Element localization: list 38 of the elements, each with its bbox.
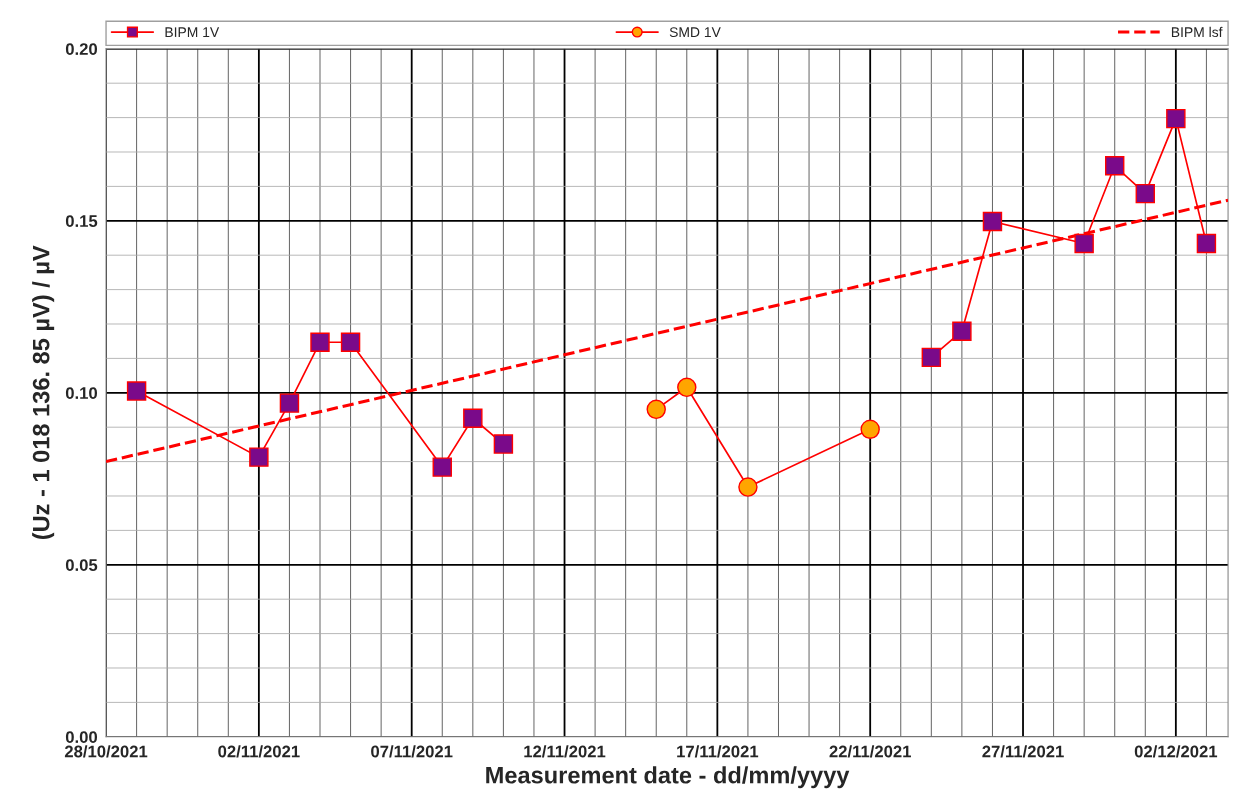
point [1196, 233, 1217, 254]
x-tick-label: 02/11/2021 [218, 745, 300, 758]
y-tick-label: 0.15 [65, 215, 98, 227]
x-tick-label: 12/11/2021 [524, 745, 606, 758]
y-tick-label: 0.00 [65, 731, 98, 743]
point [1104, 156, 1125, 176]
x-tick-label: 17/11/2021 [677, 745, 759, 758]
legend-label: BIPM lsf [1171, 26, 1223, 38]
point [249, 447, 269, 467]
y-tick-label: 0.20 [65, 43, 98, 55]
x-tick-label: 22/11/2021 [829, 745, 911, 758]
point [677, 377, 697, 398]
point [738, 477, 758, 497]
point [860, 419, 880, 439]
point [432, 457, 452, 477]
x-axis-title: Measurement date - dd/mm/yyyy [486, 766, 850, 789]
x-tick-label: 07/11/2021 [371, 745, 453, 758]
x-tick-label: 02/12/2021 [1134, 745, 1218, 758]
point [340, 332, 361, 352]
point [921, 347, 942, 368]
point [1135, 183, 1156, 204]
point [646, 399, 666, 420]
point [126, 381, 147, 401]
point [1166, 108, 1186, 129]
point [463, 408, 483, 428]
x-tick-label: 28/10/2021 [64, 745, 148, 758]
point [279, 393, 300, 413]
y-axis-title: (Uz - 1 018 136. 85 µV) / µV [32, 245, 55, 540]
legend-label: SMD 1V [669, 27, 721, 38]
legend-label: BIPM 1V [165, 27, 220, 37]
point [952, 321, 972, 341]
point [493, 434, 514, 454]
point [310, 332, 330, 352]
point [1074, 233, 1094, 254]
point [982, 211, 1003, 232]
y-tick-label: 0.10 [65, 387, 98, 399]
x-tick-label: 27/11/2021 [982, 745, 1064, 758]
y-tick-label: 0.05 [65, 559, 98, 571]
